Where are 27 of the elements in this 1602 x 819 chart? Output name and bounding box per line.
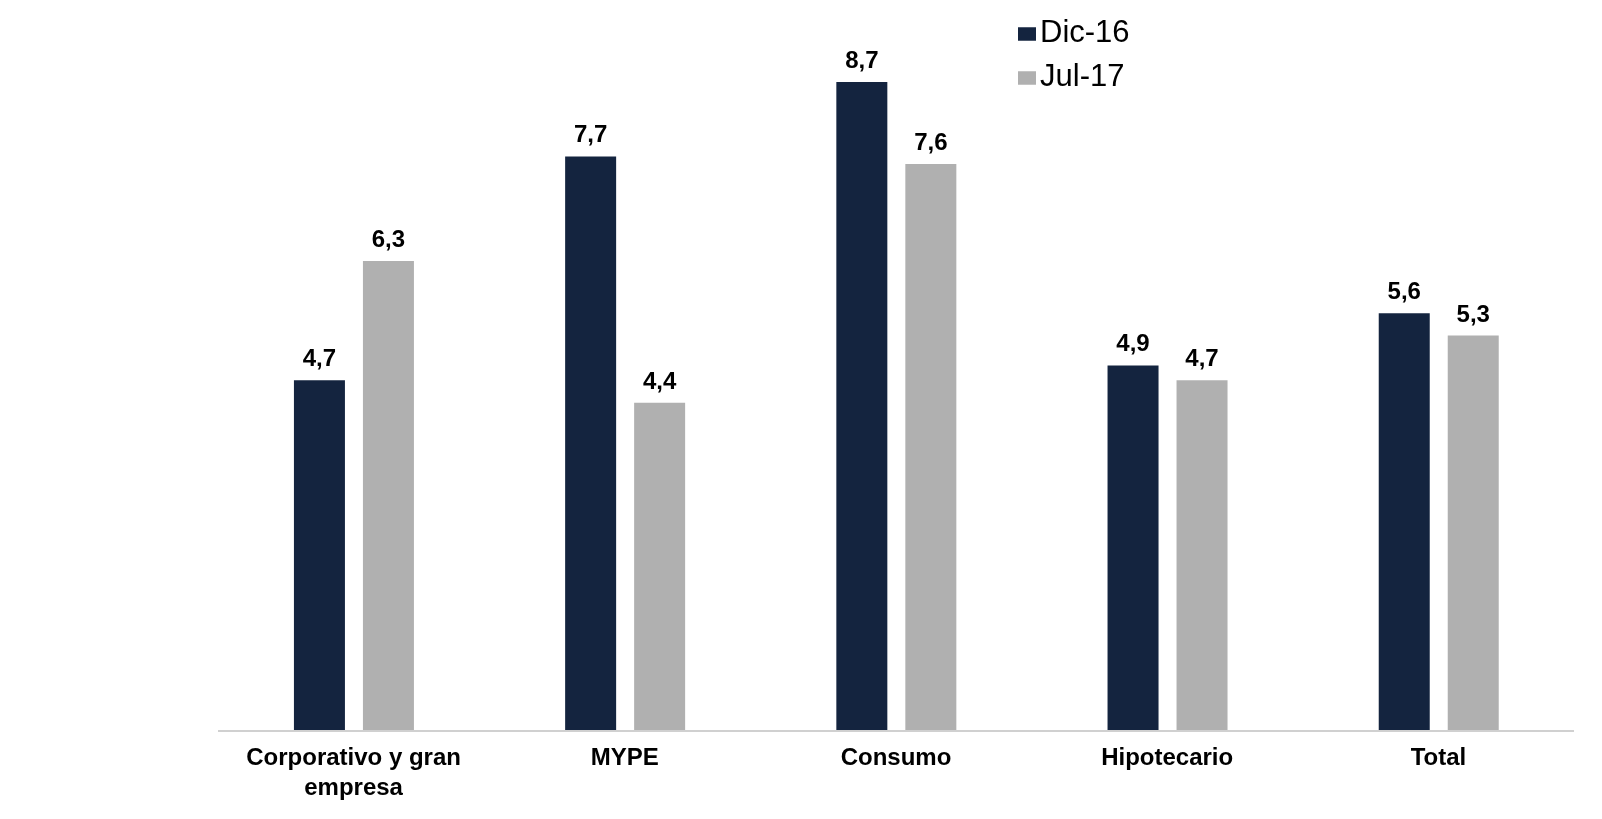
legend-label: Jul-17 bbox=[1040, 58, 1125, 93]
x-tick-label: MYPE bbox=[590, 743, 659, 770]
bar bbox=[634, 402, 686, 731]
bar bbox=[362, 260, 414, 731]
data-label: 8,7 bbox=[845, 45, 879, 73]
data-label: 4,9 bbox=[1116, 329, 1150, 357]
bar bbox=[1176, 380, 1228, 731]
legend-label: Dic-16 bbox=[1040, 14, 1130, 49]
x-tick-label: Total bbox=[1410, 743, 1467, 770]
data-label: 5,6 bbox=[1387, 277, 1421, 305]
bar bbox=[836, 81, 888, 731]
data-label: 4,7 bbox=[1185, 344, 1219, 372]
data-label: 7,6 bbox=[914, 127, 948, 155]
x-tick-label: Corporativo y gran empresa bbox=[246, 743, 461, 800]
bar bbox=[1107, 365, 1159, 731]
data-label: 4,4 bbox=[642, 366, 677, 394]
data-label: 6,3 bbox=[371, 224, 406, 252]
data-label: 5,3 bbox=[1456, 299, 1490, 327]
bar bbox=[565, 156, 617, 731]
x-tick-label: Hipotecario bbox=[1101, 743, 1234, 770]
bar bbox=[293, 380, 345, 731]
bar bbox=[1447, 335, 1499, 731]
bar bbox=[1378, 313, 1430, 731]
data-label: 4,7 bbox=[302, 344, 337, 372]
data-label: 7,7 bbox=[573, 120, 608, 148]
bar bbox=[905, 163, 957, 731]
x-tick-label: Consumo bbox=[840, 743, 952, 770]
